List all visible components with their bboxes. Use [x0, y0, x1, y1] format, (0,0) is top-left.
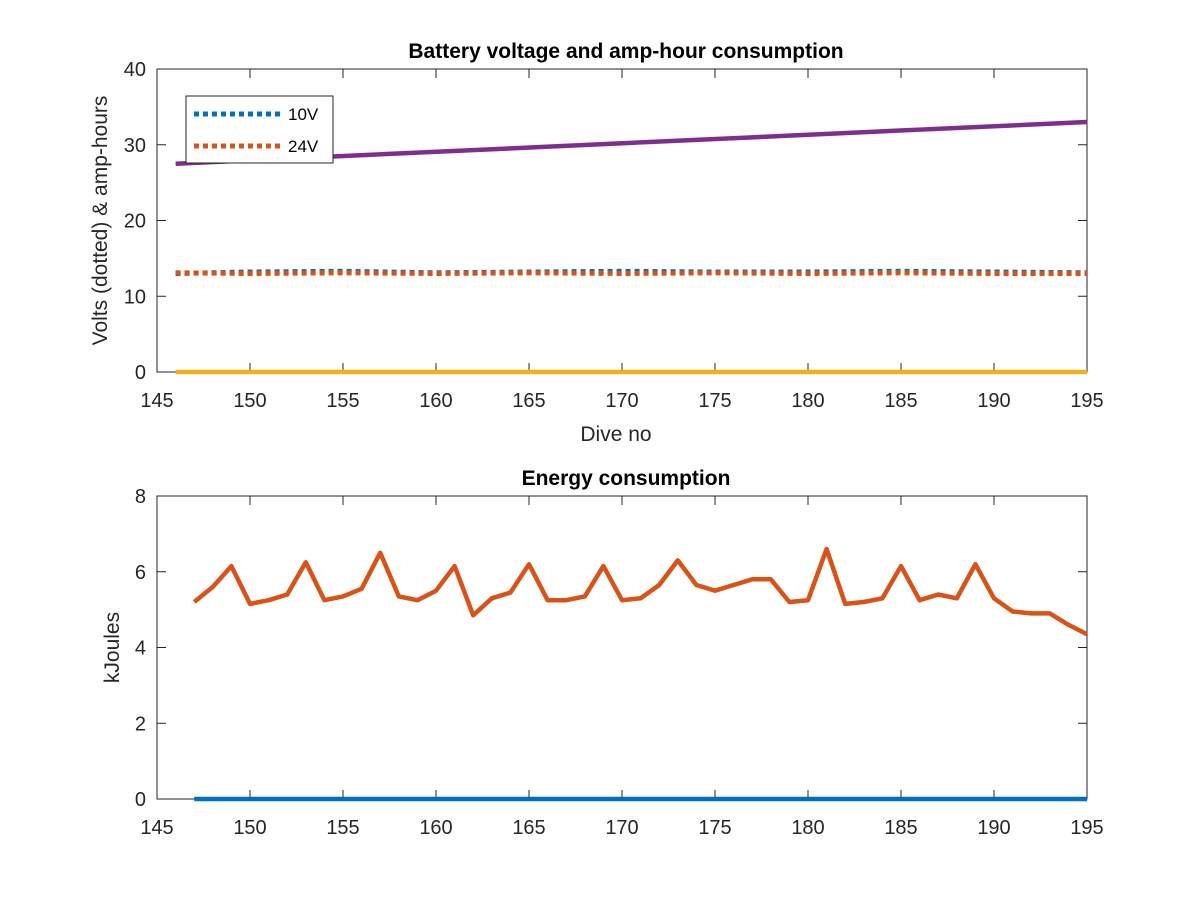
x-tick-label: 170: [605, 817, 638, 839]
y-tick-label: 4: [135, 638, 146, 660]
x-tick-label: 180: [791, 817, 824, 839]
y-tick-label: 0: [135, 362, 146, 384]
x-tick-label: 165: [512, 817, 545, 839]
x-tick-label: 160: [419, 817, 452, 839]
y-tick-label: 0: [135, 789, 146, 811]
x-tick-label: 190: [977, 817, 1010, 839]
x-tick-label: 190: [977, 390, 1010, 412]
voltage-amphour-plot: 145 150 155 160 165 170 175 180 185 190 195 0 10 20 30…: [89, 40, 1104, 446]
x-tick-label: 185: [884, 390, 917, 412]
x-tick-label: 160: [419, 390, 452, 412]
x-tick-label: 195: [1070, 390, 1103, 412]
x-tick-label: 155: [326, 817, 359, 839]
y-tick-label: 8: [135, 486, 146, 508]
y-axis-label: Volts (dotted) & amp-hours: [89, 96, 112, 346]
x-tick-label: 145: [140, 390, 173, 412]
x-tick-label: 185: [884, 817, 917, 839]
y-tick-label: 30: [124, 135, 146, 157]
chart-title: Battery voltage and amp-hour consumption: [408, 40, 843, 63]
x-tick-label: 150: [233, 390, 266, 412]
chart-title: Energy consumption: [522, 467, 731, 490]
x-tick-label: 170: [605, 390, 638, 412]
y-tick-label: 2: [135, 713, 146, 735]
y-tick-label: 40: [124, 59, 146, 81]
y-axis-label: kJoules: [101, 612, 124, 683]
x-tick-label: 175: [698, 390, 731, 412]
x-tick-label: 145: [140, 817, 173, 839]
x-tick-label: 150: [233, 817, 266, 839]
legend: 10V 24V: [185, 95, 334, 164]
energy-consumption-line: [192, 546, 1089, 637]
x-tick-label: 175: [698, 817, 731, 839]
energy-consumption-plot: 145 150 155 160 165 170 175 180 185 190 195 0 2 4 6 8 En…: [101, 467, 1104, 839]
x-tick-label: 155: [326, 390, 359, 412]
x-tick-label: 180: [791, 390, 824, 412]
axes-box: [156, 495, 1088, 800]
x-axis-label: Dive no: [580, 423, 651, 446]
x-tick-label: 195: [1070, 817, 1103, 839]
legend-box: [185, 95, 334, 164]
y-tick-label: 20: [124, 211, 146, 233]
legend-label-24v: 24V: [288, 137, 319, 156]
series-24v-line: [175, 270, 1087, 276]
legend-label-10v: 10V: [288, 105, 319, 124]
y-tick-label: 6: [135, 562, 146, 584]
y-tick-label: 10: [124, 286, 146, 308]
x-tick-label: 165: [512, 390, 545, 412]
